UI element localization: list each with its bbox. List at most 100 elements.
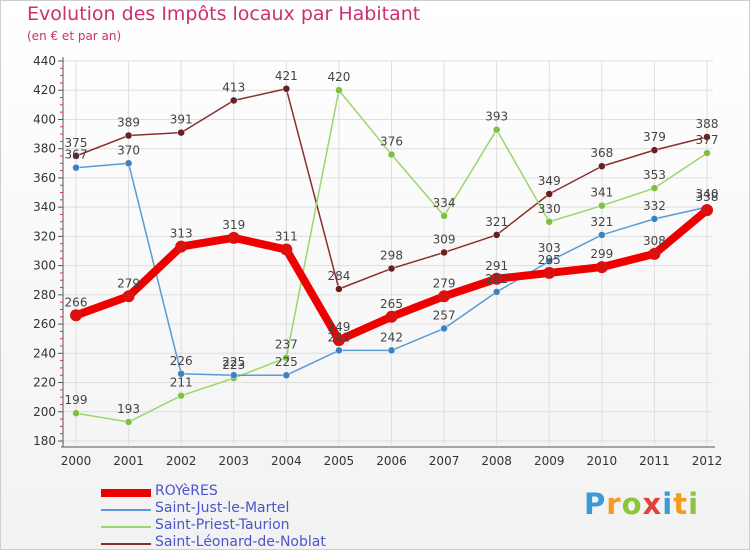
data-point xyxy=(387,346,396,355)
data-point xyxy=(650,215,659,223)
data-label: 225 xyxy=(222,355,245,369)
x-tick-label: 2006 xyxy=(376,454,407,468)
data-point xyxy=(545,257,553,265)
data-label: 349 xyxy=(538,174,561,188)
legend-label: Saint-Just-le-Martel xyxy=(155,500,290,516)
data-label: 376 xyxy=(380,135,403,149)
data-label: 211 xyxy=(170,376,193,390)
data-label: 226 xyxy=(170,354,193,368)
data-point xyxy=(177,370,185,378)
data-point xyxy=(124,131,133,140)
data-label: 249 xyxy=(327,320,350,334)
y-tick-label: 280 xyxy=(33,288,56,302)
data-point xyxy=(385,310,398,323)
data-point xyxy=(595,261,608,274)
x-tick-label: 2004 xyxy=(271,454,302,468)
data-point xyxy=(122,290,135,303)
y-tick-label: 340 xyxy=(33,200,56,214)
data-point xyxy=(598,162,606,170)
data-label: 225 xyxy=(275,355,298,369)
data-label: 388 xyxy=(696,117,719,131)
data-label: 193 xyxy=(117,402,140,416)
legend-swatch xyxy=(101,542,151,545)
x-tick-label: 2008 xyxy=(481,454,512,468)
data-point xyxy=(492,231,501,239)
data-label: 237 xyxy=(275,338,298,352)
proxiti-logo: Proxiti xyxy=(584,487,699,521)
data-label: 308 xyxy=(643,234,666,248)
data-label: 299 xyxy=(590,247,613,261)
series-2 xyxy=(72,86,711,426)
data-label: 311 xyxy=(275,230,298,244)
data-label: 334 xyxy=(433,196,456,210)
data-point xyxy=(280,243,293,256)
data-label: 303 xyxy=(538,241,561,255)
data-label: 284 xyxy=(327,269,350,283)
x-tick-label: 2003 xyxy=(218,454,249,468)
legend-label: ROYèRES xyxy=(155,483,218,499)
y-tick-label: 420 xyxy=(33,83,56,97)
chart-subtitle: (en € et par an) xyxy=(27,29,122,43)
y-tick-label: 220 xyxy=(33,376,56,390)
y-tick-label: 320 xyxy=(33,229,56,243)
data-point xyxy=(440,324,448,333)
data-label: 295 xyxy=(538,253,561,267)
x-tick-label: 2002 xyxy=(166,454,197,468)
data-point xyxy=(335,86,343,94)
data-label: 368 xyxy=(590,146,613,160)
chart-title: Evolution des Impôts locaux par Habitant xyxy=(27,3,421,25)
data-point xyxy=(335,285,343,293)
data-label: 330 xyxy=(538,202,561,216)
data-point xyxy=(72,152,80,160)
data-point xyxy=(177,391,185,400)
y-tick-label: 200 xyxy=(33,405,56,419)
logo-letter: r xyxy=(606,487,622,521)
data-label: 393 xyxy=(485,110,508,124)
data-point xyxy=(438,290,451,303)
data-point xyxy=(72,409,80,417)
x-tick-label: 2009 xyxy=(534,454,565,468)
data-point xyxy=(598,231,606,239)
series-labels-1: 367 370 226 225 225 242 242 257 282 303 321 332 340 xyxy=(65,143,719,369)
legend-label: Saint-Léonard-de-Noblat xyxy=(155,534,326,550)
series-3 xyxy=(72,85,711,293)
y-tick-label: 260 xyxy=(33,317,56,331)
data-label: 313 xyxy=(170,227,193,241)
data-label: 291 xyxy=(485,259,508,273)
x-tick-label: 2010 xyxy=(587,454,618,468)
data-label: 321 xyxy=(590,215,613,229)
data-point xyxy=(72,163,80,172)
data-point xyxy=(703,133,711,141)
data-point xyxy=(440,248,448,257)
data-point xyxy=(230,371,238,379)
data-point xyxy=(332,334,345,347)
data-point xyxy=(282,353,291,362)
data-point xyxy=(282,371,291,379)
data-label: 282 xyxy=(485,272,508,286)
data-point xyxy=(124,418,133,426)
y-tick-label: 380 xyxy=(33,142,56,156)
data-point xyxy=(490,272,503,285)
logo-letter: i xyxy=(688,487,700,521)
x-tick-label: 2011 xyxy=(639,454,670,468)
data-point xyxy=(545,190,553,198)
data-label: 242 xyxy=(327,330,350,344)
logo-letter: P xyxy=(584,487,607,521)
data-point xyxy=(387,264,396,273)
data-point xyxy=(492,288,501,296)
data-point xyxy=(701,204,713,217)
data-point xyxy=(70,309,82,322)
data-label: 319 xyxy=(222,218,245,232)
data-label: 413 xyxy=(222,80,245,94)
data-label: 421 xyxy=(275,69,298,83)
y-tick-label: 300 xyxy=(33,259,56,273)
data-label: 242 xyxy=(380,330,403,344)
legend-label: Saint-Priest-Taurion xyxy=(155,517,290,533)
y-tick-label: 240 xyxy=(33,346,56,360)
data-point xyxy=(282,85,291,93)
x-tick-label: 2005 xyxy=(324,454,355,468)
data-label: 338 xyxy=(696,190,719,204)
data-label: 321 xyxy=(485,215,508,229)
series-0 xyxy=(70,204,713,347)
